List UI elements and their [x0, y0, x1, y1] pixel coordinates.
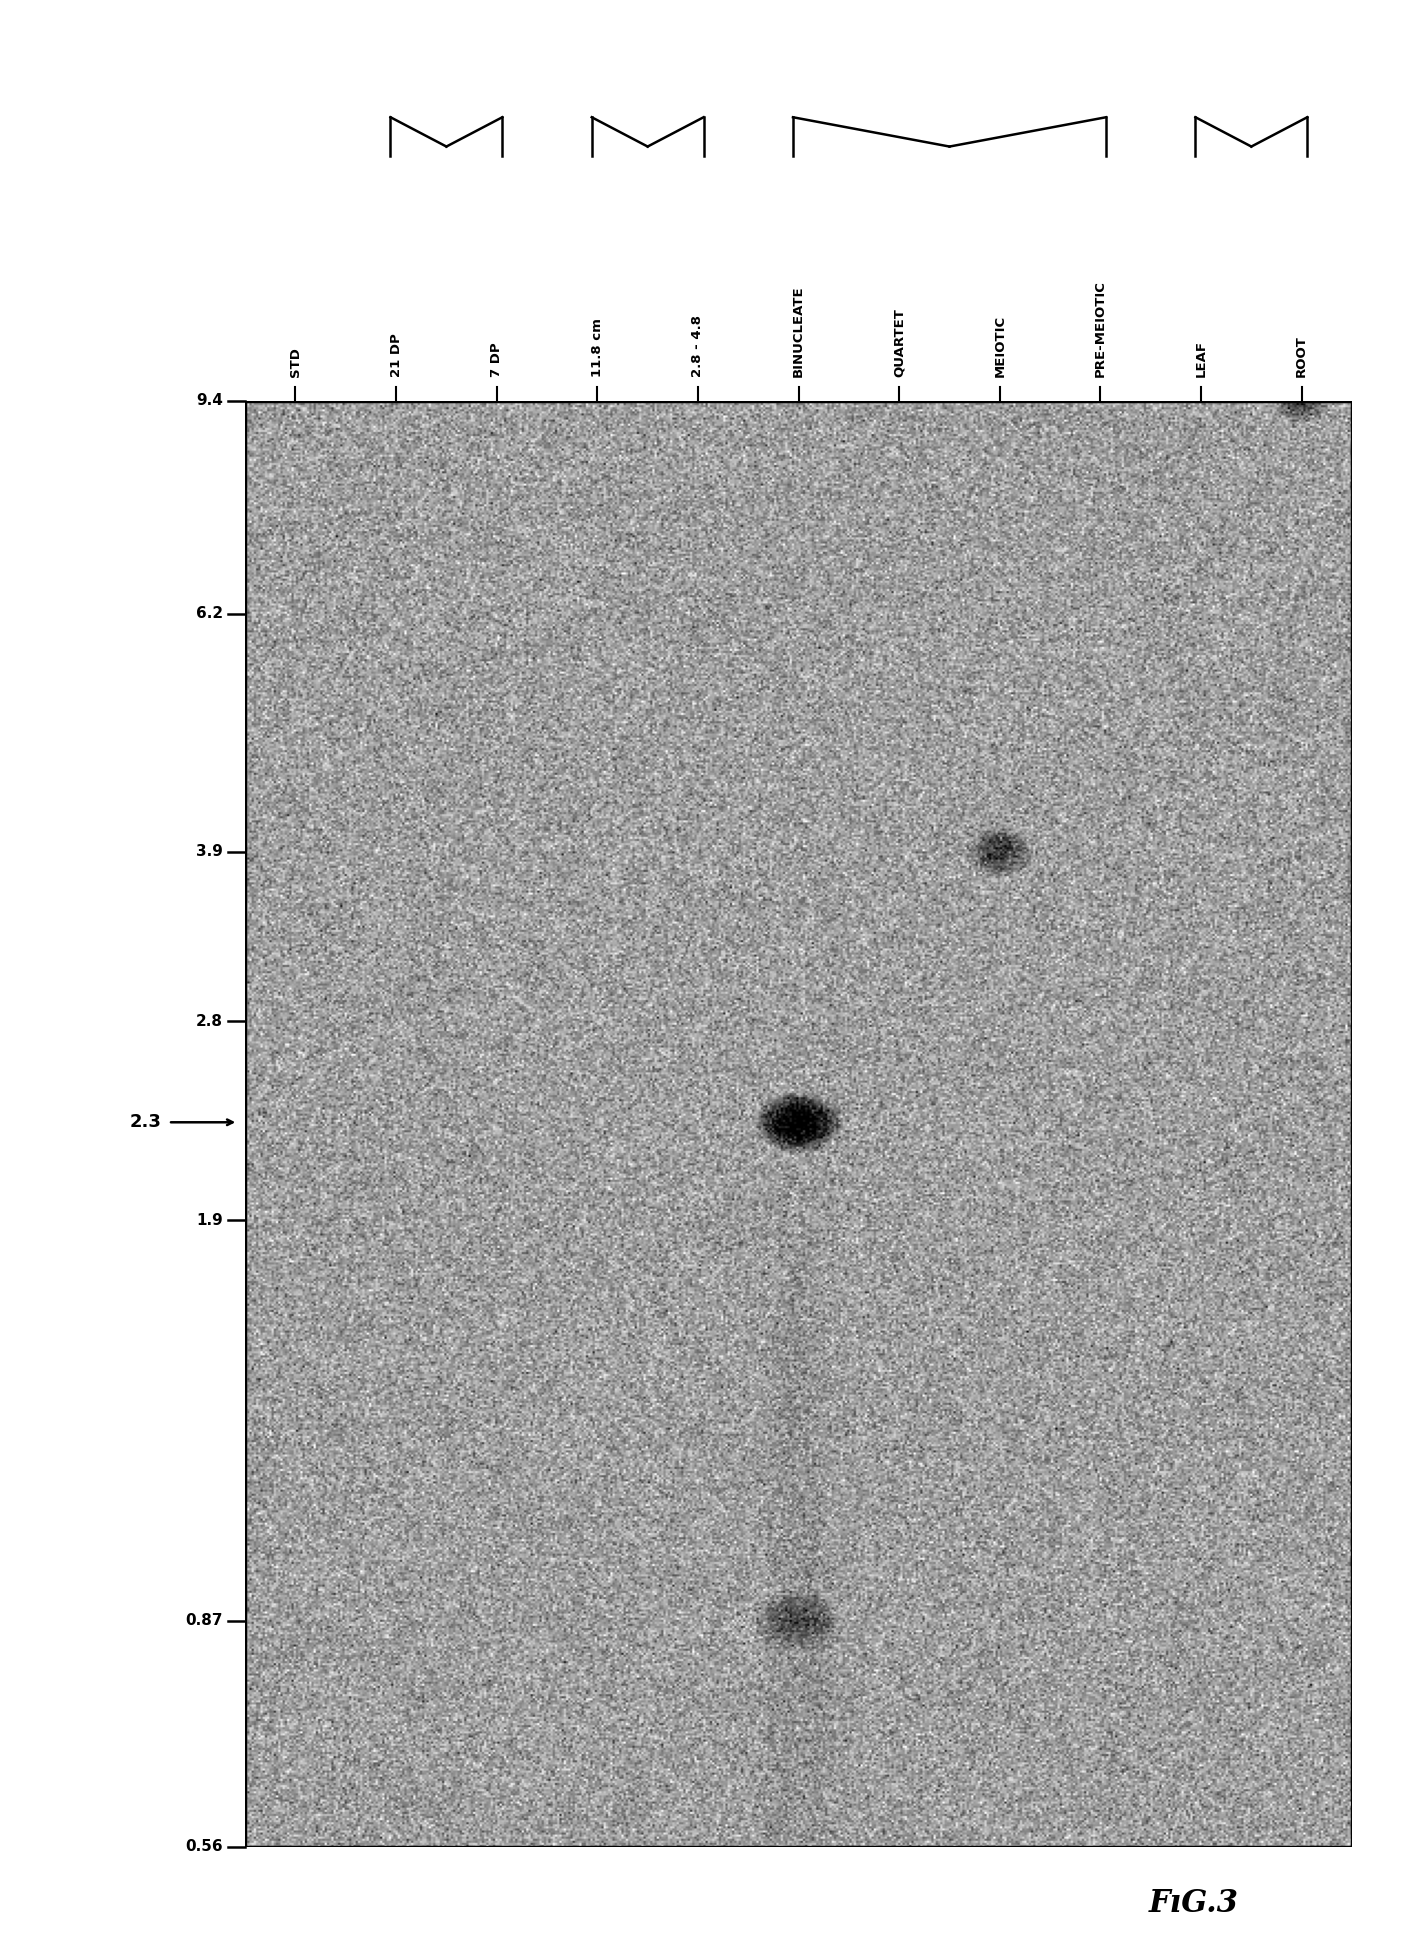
Text: FıG.3: FıG.3 [1149, 1888, 1238, 1919]
Text: 3.9: 3.9 [196, 844, 223, 860]
Text: 7 DP: 7 DP [490, 342, 503, 377]
Text: 21 DP: 21 DP [389, 334, 402, 377]
Text: 2.8: 2.8 [196, 1014, 223, 1030]
Text: LEAF: LEAF [1195, 340, 1208, 377]
Text: 2.8 - 4.8: 2.8 - 4.8 [692, 315, 705, 377]
Text: MEIOTIC: MEIOTIC [993, 315, 1006, 377]
Text: 6.2: 6.2 [196, 606, 223, 621]
Text: 1.9: 1.9 [196, 1213, 223, 1227]
Text: 0.87: 0.87 [185, 1614, 223, 1628]
Text: 9.4: 9.4 [196, 393, 223, 408]
Text: STD: STD [289, 348, 303, 377]
Text: BINUCLEATE: BINUCLEATE [792, 285, 806, 377]
Text: 11.8 cm: 11.8 cm [591, 319, 604, 377]
Text: ROOT: ROOT [1295, 336, 1309, 377]
Text: 2.3: 2.3 [129, 1114, 161, 1131]
Text: PRE-MEIOTIC: PRE-MEIOTIC [1094, 279, 1107, 377]
Text: QUARTET: QUARTET [892, 309, 905, 377]
Text: 0.56: 0.56 [185, 1839, 223, 1854]
